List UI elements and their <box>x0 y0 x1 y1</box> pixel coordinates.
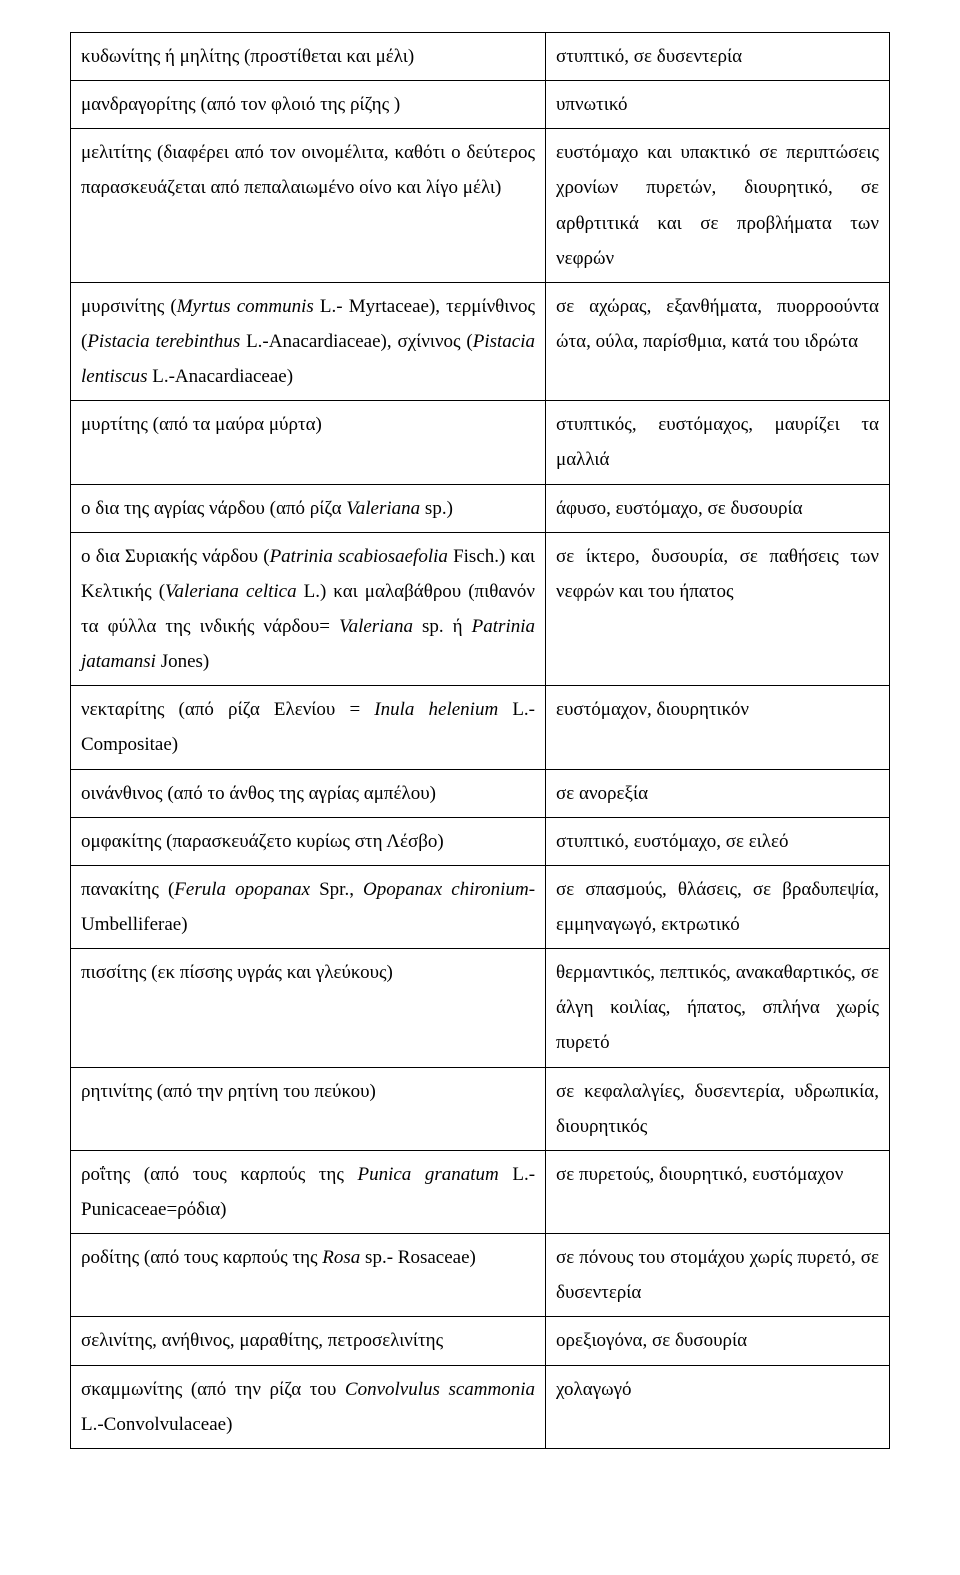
table-row: πισσίτης (εκ πίσσης υγράς και γλεύκους)θ… <box>71 949 890 1067</box>
wine-use-cell: σε αχώρας, εξανθήματα, πυορροούντα ώτα, … <box>546 282 890 400</box>
wine-name-cell: σελινίτης, ανήθινος, μαραθίτης, πετροσελ… <box>71 1317 546 1365</box>
wine-use-cell: στυπτικό, ευστόμαχο, σε ειλεό <box>546 817 890 865</box>
wine-use-cell: θερμαντικός, πεπτικός, ανακα­θαρτικός, σ… <box>546 949 890 1067</box>
wine-name-cell: κυδωνίτης ή μηλίτης (προστίθεται και μέλ… <box>71 33 546 81</box>
wine-use-cell: ευστόμαχον, διουρητικόν <box>546 686 890 769</box>
wine-name-cell: μυρτίτης (από τα μαύρα μύρτα) <box>71 401 546 484</box>
wine-use-cell: σε ίκτερο, δυσουρία, σε παθήσεις των νεφ… <box>546 532 890 686</box>
table-row: ο δια της αγρίας νάρδου (από ρίζα Valeri… <box>71 484 890 532</box>
wine-name-cell: μυρσινίτης (Myrtus communis L.- Myrtacea… <box>71 282 546 400</box>
table-row: σελινίτης, ανήθινος, μαραθίτης, πετροσελ… <box>71 1317 890 1365</box>
wine-use-cell: ευστόμαχο και υπακτικό σε περιπτώσεις χρ… <box>546 129 890 283</box>
table-row: μυρτίτης (από τα μαύρα μύρτα)στυπτικός, … <box>71 401 890 484</box>
table-row: ο δια Συριακής νάρδου (Patrinia scabiosa… <box>71 532 890 686</box>
wine-name-cell: νεκταρίτης (από ρίζα Ελενίου = Inula hel… <box>71 686 546 769</box>
wine-use-cell: στυπτικό, σε δυσεντερία <box>546 33 890 81</box>
wine-name-cell: ομφακίτης (παρασκευάζετο κυρίως στη Λέσβ… <box>71 817 546 865</box>
wine-use-cell: σε κεφαλαλγίες, δυσεντερία, υδρωπικία, δ… <box>546 1067 890 1150</box>
wine-use-cell: ορεξιογόνα, σε δυσουρία <box>546 1317 890 1365</box>
wine-use-cell: χολαγωγό <box>546 1365 890 1448</box>
wine-name-cell: μανδραγορίτης (από τον φλοιό της ρίζης ) <box>71 81 546 129</box>
wine-name-cell: πισσίτης (εκ πίσσης υγράς και γλεύκους) <box>71 949 546 1067</box>
table-row: κυδωνίτης ή μηλίτης (προστίθεται και μέλ… <box>71 33 890 81</box>
wine-use-cell: σε πόνους του στομάχου χωρίς πυρετό, σε … <box>546 1234 890 1317</box>
wine-name-cell: σκαμμωνίτης (από την ρίζα του Convolvulu… <box>71 1365 546 1448</box>
table-row: ομφακίτης (παρασκευάζετο κυρίως στη Λέσβ… <box>71 817 890 865</box>
table-row: μελιτίτης (διαφέρει από τον οινομέλιτα, … <box>71 129 890 283</box>
wine-use-cell: στυπτικός, ευστόμαχος, μαυρίζει τα μαλλι… <box>546 401 890 484</box>
wine-use-cell: σε σπασμούς, θλάσεις, σε βρα­δυπεψία, εμ… <box>546 865 890 948</box>
wine-name-cell: ο δια Συριακής νάρδου (Patrinia scabiosa… <box>71 532 546 686</box>
wine-uses-table: κυδωνίτης ή μηλίτης (προστίθεται και μέλ… <box>70 32 890 1449</box>
wine-use-cell: άφυσο, ευστόμαχο, σε δυσουρία <box>546 484 890 532</box>
table-row: σκαμμωνίτης (από την ρίζα του Convolvulu… <box>71 1365 890 1448</box>
wine-use-cell: υπνωτικό <box>546 81 890 129</box>
table-row: ρητινίτης (από την ρητίνη του πεύκου)σε … <box>71 1067 890 1150</box>
wine-name-cell: ροΐτης (από τους καρπούς της Punica gran… <box>71 1150 546 1233</box>
table-row: μυρσινίτης (Myrtus communis L.- Myrtacea… <box>71 282 890 400</box>
wine-name-cell: ρητινίτης (από την ρητίνη του πεύκου) <box>71 1067 546 1150</box>
wine-name-cell: ροδίτης (από τους καρπούς της Rosa sp.- … <box>71 1234 546 1317</box>
table-row: οινάνθινος (από το άνθος της αγρίας αμπέ… <box>71 769 890 817</box>
wine-name-cell: ο δια της αγρίας νάρδου (από ρίζα Valeri… <box>71 484 546 532</box>
table-row: ροδίτης (από τους καρπούς της Rosa sp.- … <box>71 1234 890 1317</box>
table-row: νεκταρίτης (από ρίζα Ελενίου = Inula hel… <box>71 686 890 769</box>
document-page: κυδωνίτης ή μηλίτης (προστίθεται και μέλ… <box>0 0 960 1489</box>
wine-use-cell: σε πυρετούς, διουρητικό, ευ­στόμαχον <box>546 1150 890 1233</box>
wine-name-cell: πανακίτης (Ferula opopanax Spr., Opopana… <box>71 865 546 948</box>
wine-name-cell: μελιτίτης (διαφέρει από τον οινομέλιτα, … <box>71 129 546 283</box>
wine-use-cell: σε ανορεξία <box>546 769 890 817</box>
table-row: ροΐτης (από τους καρπούς της Punica gran… <box>71 1150 890 1233</box>
table-row: μανδραγορίτης (από τον φλοιό της ρίζης )… <box>71 81 890 129</box>
table-row: πανακίτης (Ferula opopanax Spr., Opopana… <box>71 865 890 948</box>
wine-name-cell: οινάνθινος (από το άνθος της αγρίας αμπέ… <box>71 769 546 817</box>
